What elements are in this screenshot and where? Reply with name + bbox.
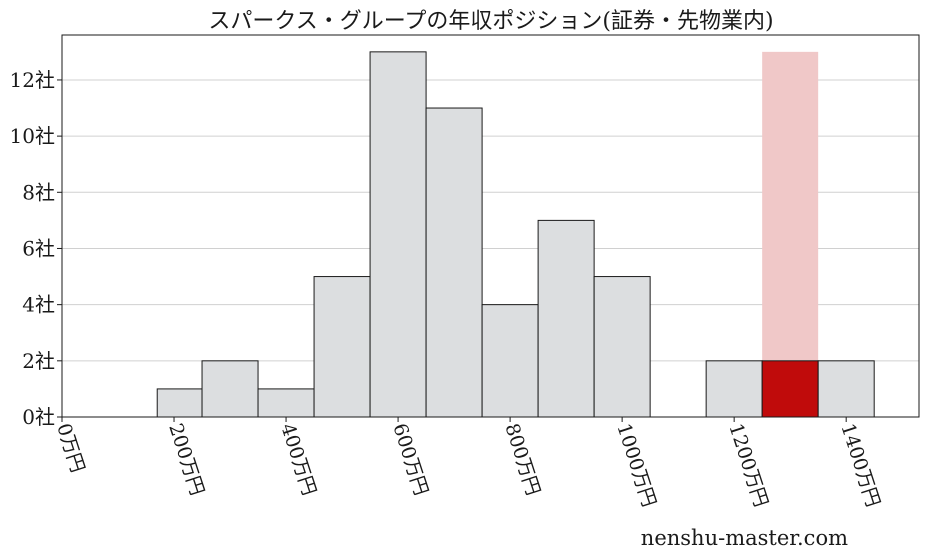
- bar: [481, 304, 539, 418]
- bar: [156, 388, 203, 418]
- bar: [537, 219, 595, 418]
- x-tick-label: 800万円: [500, 421, 544, 498]
- bar: [593, 276, 651, 418]
- y-tick-label: 0社: [22, 405, 55, 429]
- bar: [313, 276, 371, 418]
- bar: [369, 51, 427, 418]
- x-tick-label: 200万円: [164, 421, 208, 498]
- bar: [425, 107, 483, 418]
- y-tick-label: 12社: [10, 68, 55, 92]
- chart-title: スパークス・グループの年収ポジション(証券・先物業内): [208, 9, 773, 34]
- bars: [156, 51, 875, 418]
- x-tick-label: 0万円: [52, 421, 88, 475]
- highlight-band: [762, 51, 819, 418]
- bar: [257, 388, 315, 418]
- x-tick-label: 600万円: [388, 421, 432, 498]
- y-axis-ticks: 0社 2社 4社 6社 8社 10社 12社: [10, 68, 62, 429]
- y-tick-label: 8社: [22, 180, 55, 204]
- y-tick-label: 10社: [10, 124, 55, 148]
- watermark: nenshu-master.com: [641, 526, 848, 550]
- y-tick-label: 2社: [22, 349, 55, 373]
- bar: [201, 360, 259, 418]
- x-tick-label: 1400万円: [836, 421, 884, 510]
- plot-frame: [61, 34, 920, 418]
- x-axis-ticks: 0万円 200万円 400万円 600万円 800万円 1000万円 1200万円 1400万…: [52, 417, 884, 510]
- highlight-band-layer: [762, 51, 819, 418]
- bar-highlight: [761, 360, 819, 418]
- bar: [705, 360, 763, 418]
- y-tick-label: 4社: [22, 293, 55, 317]
- y-tick-label: 6社: [22, 236, 55, 260]
- bar: [817, 360, 875, 418]
- x-tick-label: 1200万円: [724, 421, 772, 510]
- x-tick-label: 1000万円: [612, 421, 660, 510]
- x-tick-label: 400万円: [276, 421, 320, 498]
